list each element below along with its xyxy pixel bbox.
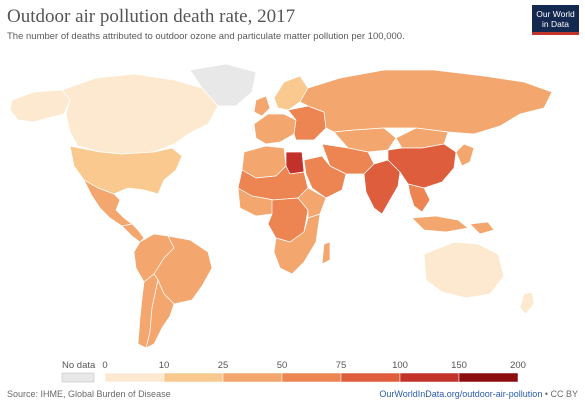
legend-bin bbox=[399, 372, 460, 383]
chart-title: Outdoor air pollution death rate, 2017 bbox=[7, 6, 296, 27]
legend-tick-label: 75 bbox=[336, 360, 347, 371]
legend-tick-label: 25 bbox=[218, 360, 229, 371]
region-japan-korea[interactable] bbox=[455, 143, 475, 167]
logo-line-1: Our World bbox=[536, 9, 575, 19]
footer-credit: OurWorldInData.org/outdoor-air-pollution… bbox=[379, 389, 578, 399]
legend-bin bbox=[281, 372, 342, 383]
region-argentina[interactable] bbox=[145, 279, 175, 349]
legend-tick-label: 10 bbox=[159, 360, 170, 371]
source-link[interactable]: OurWorldInData.org/outdoor-air-pollution bbox=[379, 389, 543, 399]
legend-bin bbox=[104, 372, 165, 383]
legend-bin bbox=[163, 372, 224, 383]
region-mexico[interactable] bbox=[83, 179, 133, 227]
region-arabia[interactable] bbox=[303, 155, 347, 199]
region-madagascar[interactable] bbox=[321, 241, 331, 265]
legend-tick-label: 50 bbox=[277, 360, 288, 371]
logo-line-2: in Data bbox=[542, 19, 569, 29]
region-southern-africa[interactable] bbox=[273, 213, 321, 275]
region-new-zealand[interactable] bbox=[519, 291, 535, 315]
region-alaska[interactable] bbox=[9, 89, 71, 123]
legend-tick-label: 0 bbox=[102, 360, 107, 371]
region-indonesia[interactable] bbox=[411, 215, 469, 233]
region-western-europe[interactable] bbox=[253, 113, 297, 145]
no-data-swatch bbox=[61, 372, 95, 383]
region-russia[interactable] bbox=[299, 69, 553, 135]
license-label: • CC BY bbox=[542, 389, 578, 399]
world-map bbox=[9, 63, 553, 349]
legend-tick-label: 200 bbox=[510, 360, 526, 371]
region-southeast-asia[interactable] bbox=[407, 183, 431, 213]
region-uk-ireland[interactable] bbox=[253, 95, 271, 117]
region-central-america[interactable] bbox=[121, 223, 145, 243]
chart-subtitle: The number of deaths attributed to outdo… bbox=[7, 31, 405, 42]
legend-bin bbox=[340, 372, 401, 383]
source-note: Source: IHME, Global Burden of Disease bbox=[7, 389, 171, 399]
region-australia[interactable] bbox=[423, 241, 505, 299]
region-india[interactable] bbox=[363, 159, 401, 215]
owid-logo[interactable]: Our World in Data bbox=[532, 5, 579, 35]
region-scandinavia[interactable] bbox=[273, 75, 309, 111]
no-data-label: No data bbox=[62, 360, 96, 371]
legend-bin bbox=[222, 372, 283, 383]
color-legend: No data 0 10 25 50 75 100 150 200 bbox=[61, 360, 526, 383]
region-canada[interactable] bbox=[61, 73, 219, 155]
legend-tick-label: 150 bbox=[451, 360, 467, 371]
legend-tick-label: 100 bbox=[392, 360, 408, 371]
region-china[interactable] bbox=[387, 143, 457, 189]
legend-bin bbox=[458, 372, 519, 383]
region-greenland[interactable] bbox=[189, 63, 257, 107]
region-papua-new-guinea[interactable] bbox=[469, 221, 495, 235]
